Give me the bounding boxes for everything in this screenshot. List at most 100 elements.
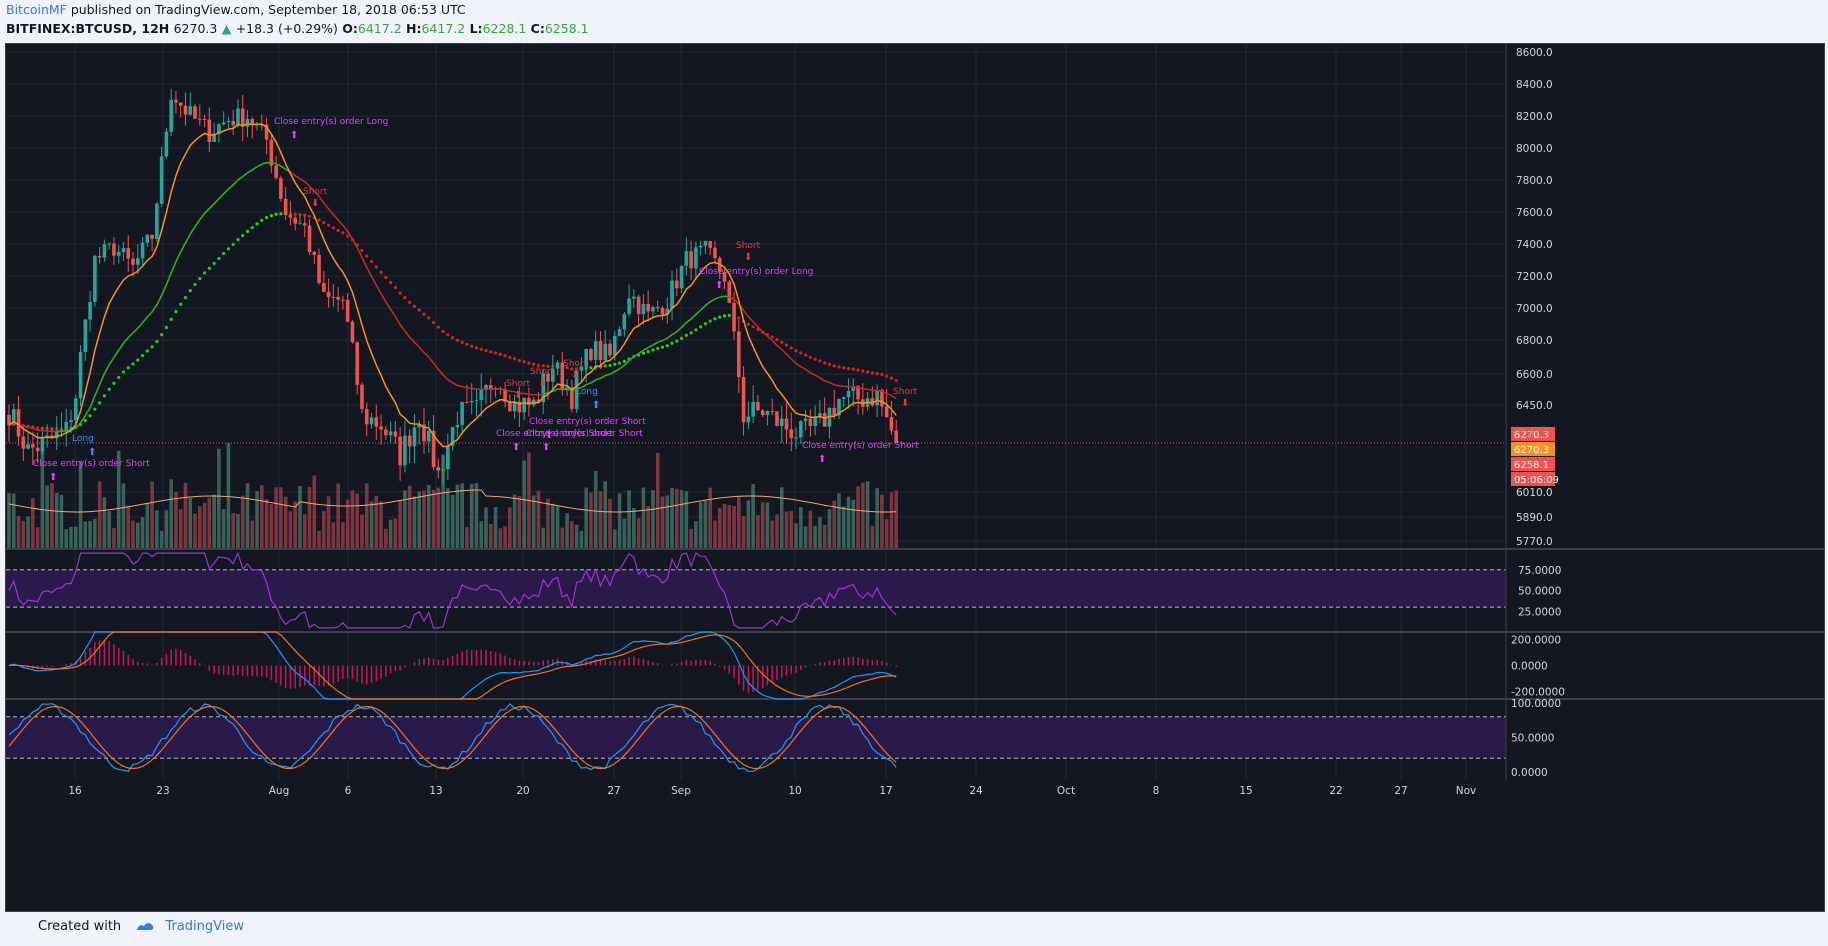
trend-dot-red <box>389 280 393 285</box>
trend-dot-red <box>479 347 483 351</box>
rsi-band <box>6 569 1506 608</box>
trend-dot-red <box>565 365 569 370</box>
signal-arrow-icon: ⬆ <box>290 130 298 141</box>
trend-dot-green <box>241 233 245 238</box>
y-axis-label: 5770.0 <box>1516 536 1553 548</box>
candle-body <box>698 245 703 248</box>
volume-bar <box>546 498 550 549</box>
candle-body <box>627 298 631 315</box>
volume-bar <box>608 498 612 549</box>
volume-bar <box>217 448 221 549</box>
trend-dot-green <box>699 325 703 329</box>
x-axis-label: 27 <box>607 785 620 797</box>
candle-body <box>326 291 331 297</box>
volume-bar <box>202 502 207 549</box>
trend-dot-red <box>331 226 335 230</box>
trend-dot-green <box>622 359 626 363</box>
trend-dot-red <box>412 304 417 308</box>
candle-body <box>331 296 336 298</box>
volume-bar <box>135 522 140 549</box>
candle-body <box>751 402 755 417</box>
volume-bar <box>550 503 555 549</box>
price-badge-text: 05:06:09 <box>1514 475 1559 486</box>
chart-svg[interactable]: Close entry(s) order Long⬆Short⬇Long⬆Clo… <box>6 44 1824 911</box>
volume-bar <box>636 518 641 549</box>
candle-body <box>283 198 288 216</box>
volume-bar <box>856 486 860 549</box>
volume-bar <box>861 482 865 549</box>
volume-bar <box>169 479 173 549</box>
signal-arrow-icon: ⬆ <box>592 400 600 411</box>
volume-bar <box>641 487 646 549</box>
trend-dot-red <box>875 371 879 376</box>
trend-dot-red <box>517 358 521 363</box>
volume-bar <box>140 517 145 549</box>
trend-dot-green <box>665 344 669 348</box>
y-axis-label: 8600.0 <box>1516 47 1553 59</box>
volume-bar <box>708 487 712 549</box>
candle-body <box>694 247 698 269</box>
y-axis-label: 7000.0 <box>1516 303 1553 315</box>
trend-dot-green <box>641 351 646 355</box>
volume-bar <box>570 520 574 549</box>
candle-body <box>398 436 402 466</box>
candle-body <box>818 413 822 417</box>
x-axis-label: 15 <box>1239 785 1252 797</box>
candle-body <box>617 329 622 336</box>
candle-body <box>603 343 608 361</box>
volume-bar <box>803 526 808 549</box>
volume-bar <box>341 522 345 549</box>
signal-label: Close entry(s) order Long <box>274 117 388 127</box>
volume-bar <box>760 502 765 549</box>
volume-bar <box>16 516 21 549</box>
candle-body <box>322 282 326 292</box>
tradingview-link[interactable]: TradingView <box>165 919 244 934</box>
signal-label: Short <box>563 359 588 369</box>
trend-dot-red <box>36 426 40 430</box>
trend-dot-red <box>851 367 855 371</box>
trend-dot-red <box>455 338 459 342</box>
candle-body <box>293 217 297 224</box>
up-arrow-icon: ▲ <box>221 21 232 36</box>
volume-bar <box>622 518 627 549</box>
trend-dot-red <box>818 359 822 363</box>
candle-body <box>16 409 21 437</box>
candle-body <box>345 299 350 322</box>
trend-dot-red <box>808 355 812 359</box>
candle-body <box>269 139 274 166</box>
chart-area[interactable]: Close entry(s) order Long ⬆ Short ⬇ Long ⬆ Clo… <box>5 43 1825 912</box>
volume-bar <box>522 460 526 549</box>
candle-body <box>441 469 445 471</box>
trend-dot-green <box>183 295 188 300</box>
candle-body <box>312 251 317 255</box>
author-link[interactable]: BitcoinMF <box>6 2 67 17</box>
volume-bar <box>450 495 455 549</box>
signal-arrow-icon: ⬇ <box>514 390 522 401</box>
candle-body <box>159 156 164 204</box>
candle-body <box>598 341 603 361</box>
volume-bar <box>93 518 97 549</box>
candle-body <box>264 124 269 140</box>
volume-bar <box>188 497 193 549</box>
signal-arrow-icon: ⬆ <box>88 447 96 458</box>
trend-dot-red <box>398 291 402 295</box>
candle-body <box>221 122 226 125</box>
volume-bar <box>288 511 293 549</box>
volume-bar <box>40 449 45 549</box>
volume-bar <box>178 509 183 549</box>
trend-dot-red <box>403 296 407 300</box>
trend-dot-red <box>880 372 884 377</box>
candle-body <box>422 424 426 442</box>
volume-bar <box>460 483 464 549</box>
volume-bar <box>846 496 851 549</box>
y-axis-label: 6600.0 <box>1516 369 1553 381</box>
candle-body <box>188 106 193 115</box>
y-axis-label: 6010.0 <box>1516 487 1553 499</box>
trend-dot-red <box>837 365 841 369</box>
y-axis-label: 8400.0 <box>1516 79 1553 91</box>
trend-dot-green <box>169 317 173 321</box>
candle-body <box>302 223 307 226</box>
volume-bar <box>112 527 116 549</box>
price-badge-text: 6270.3 <box>1514 430 1549 441</box>
candle-body <box>770 411 774 413</box>
